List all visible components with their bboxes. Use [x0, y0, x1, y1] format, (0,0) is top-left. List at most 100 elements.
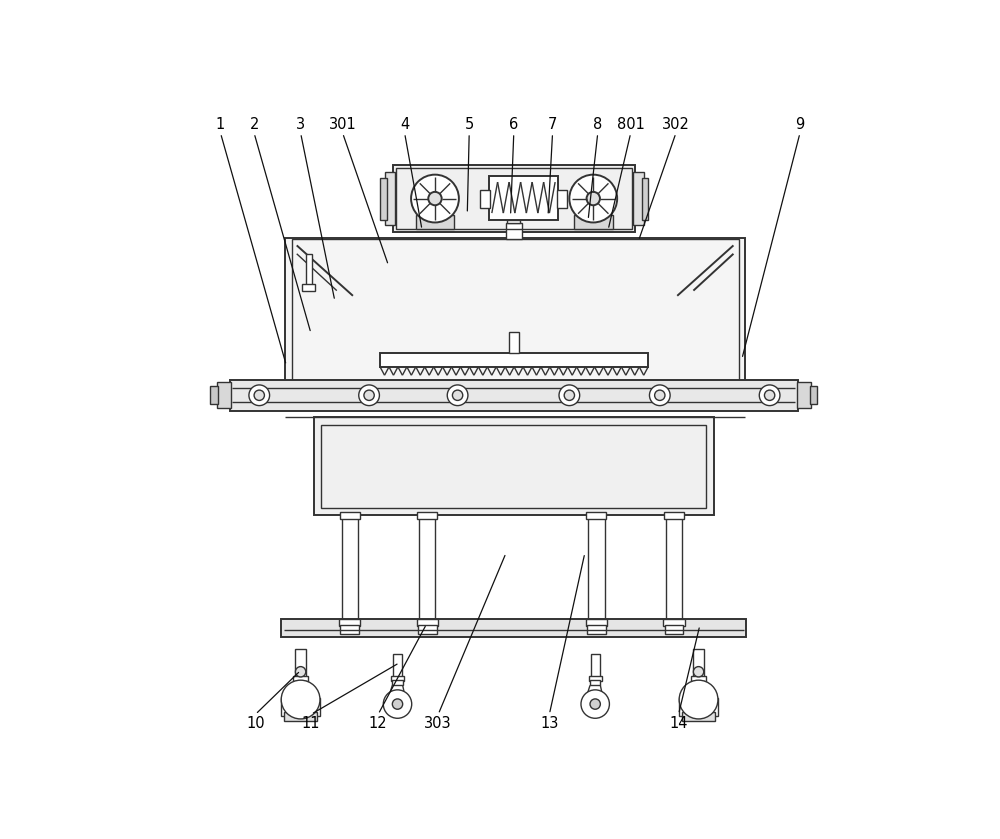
Bar	[292, 239, 739, 398]
Circle shape	[428, 192, 442, 206]
Bar	[506, 223, 522, 239]
Bar	[417, 619, 438, 626]
Bar	[590, 680, 600, 685]
Bar	[418, 624, 437, 633]
Bar	[340, 512, 360, 519]
Bar	[682, 711, 715, 721]
Text: 303: 303	[424, 716, 452, 731]
Circle shape	[281, 680, 320, 719]
Text: 8: 8	[593, 117, 602, 132]
Bar	[284, 711, 317, 721]
Bar	[285, 237, 745, 404]
Text: 801: 801	[617, 117, 645, 132]
Text: 3: 3	[296, 117, 305, 132]
Bar	[306, 253, 312, 289]
Circle shape	[411, 175, 459, 222]
Circle shape	[559, 385, 580, 405]
Bar	[586, 512, 606, 519]
Circle shape	[392, 699, 403, 709]
Bar	[302, 284, 315, 290]
Bar	[633, 172, 644, 225]
Bar	[810, 386, 817, 404]
Bar	[507, 215, 520, 218]
Bar	[293, 675, 308, 682]
Text: 12: 12	[369, 716, 387, 731]
Bar	[380, 352, 648, 367]
Bar	[489, 175, 558, 220]
Bar	[396, 168, 632, 229]
Bar	[693, 649, 704, 678]
Bar	[217, 383, 231, 409]
Bar	[509, 332, 519, 352]
Text: 302: 302	[662, 117, 690, 132]
Circle shape	[693, 667, 704, 677]
Bar	[294, 680, 307, 687]
Bar	[480, 190, 490, 208]
Text: 301: 301	[329, 117, 356, 132]
Circle shape	[249, 385, 270, 405]
Bar	[586, 619, 607, 626]
Circle shape	[254, 390, 264, 400]
Circle shape	[759, 385, 780, 405]
Circle shape	[581, 690, 609, 718]
Circle shape	[649, 385, 670, 405]
Bar	[574, 215, 613, 229]
Bar	[663, 619, 685, 626]
Bar	[588, 515, 605, 621]
Text: 5: 5	[465, 117, 474, 132]
Bar	[385, 172, 395, 225]
Bar	[380, 178, 387, 220]
Bar	[393, 654, 402, 678]
Circle shape	[679, 680, 718, 719]
Bar	[507, 211, 520, 214]
Bar	[692, 680, 705, 687]
Bar	[392, 680, 403, 685]
Text: 13: 13	[540, 716, 559, 731]
Bar	[589, 676, 602, 681]
Circle shape	[364, 390, 374, 400]
Bar	[666, 515, 682, 621]
Bar	[419, 515, 435, 621]
Bar	[691, 675, 706, 682]
Circle shape	[359, 385, 379, 405]
Circle shape	[383, 690, 412, 718]
Bar	[557, 190, 567, 208]
Bar	[664, 512, 684, 519]
Bar	[391, 676, 404, 681]
Bar	[417, 512, 437, 519]
Bar	[230, 380, 798, 411]
Bar	[281, 697, 320, 716]
Text: 2: 2	[249, 117, 259, 132]
Circle shape	[452, 390, 463, 400]
Circle shape	[587, 192, 600, 206]
Text: 14: 14	[669, 716, 688, 731]
Bar	[591, 654, 600, 678]
Circle shape	[447, 385, 468, 405]
Bar	[210, 386, 218, 404]
Text: 6: 6	[509, 117, 518, 132]
Circle shape	[569, 175, 617, 222]
Bar	[507, 220, 520, 223]
Text: 10: 10	[246, 716, 265, 731]
Text: 11: 11	[302, 716, 320, 731]
Text: 9: 9	[795, 117, 805, 132]
Bar	[339, 619, 360, 626]
Circle shape	[764, 390, 775, 400]
Bar	[642, 178, 648, 220]
Circle shape	[590, 699, 600, 709]
Text: 4: 4	[400, 117, 409, 132]
Bar	[295, 649, 306, 678]
Bar	[679, 697, 718, 716]
Circle shape	[564, 390, 575, 400]
Bar	[342, 515, 358, 621]
Bar	[587, 624, 606, 633]
Bar	[797, 383, 811, 409]
Text: 1: 1	[216, 117, 225, 132]
Bar	[416, 215, 454, 229]
Bar	[314, 417, 714, 515]
Bar	[321, 425, 706, 508]
Circle shape	[295, 667, 306, 677]
Bar	[665, 624, 683, 633]
Bar	[340, 624, 359, 633]
Bar	[393, 164, 635, 232]
